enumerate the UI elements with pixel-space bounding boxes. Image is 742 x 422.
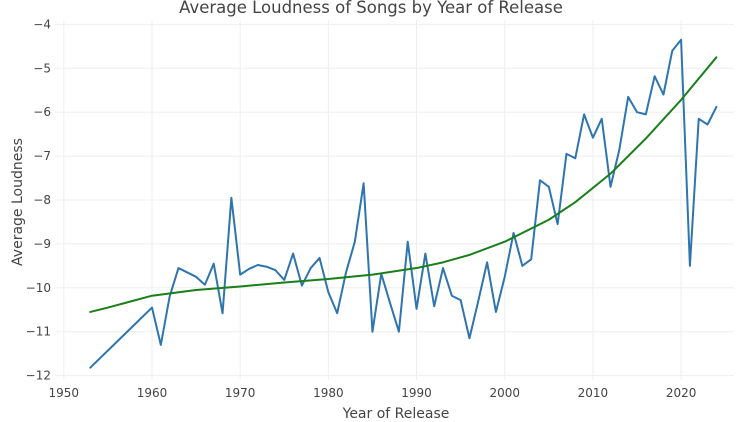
y-tick-label: −11 <box>26 325 51 339</box>
y-tick-label: −7 <box>33 149 51 163</box>
y-axis-title: Average Loudness <box>10 138 26 266</box>
x-tick-label: 1970 <box>225 386 256 400</box>
grid <box>55 20 734 380</box>
y-tick-label: −6 <box>33 105 51 119</box>
y-tick-label: −10 <box>26 281 51 295</box>
y-tick-label: −4 <box>33 17 51 31</box>
y-tick-label: −12 <box>26 369 51 383</box>
chart-title: Average Loudness of Songs by Year of Rel… <box>179 0 563 17</box>
x-tick-label: 1950 <box>49 386 80 400</box>
x-axis-title: Year of Release <box>342 406 450 422</box>
x-tick-label: 2020 <box>666 386 697 400</box>
x-tick-label: 1960 <box>137 386 168 400</box>
plot-area <box>89 38 718 369</box>
y-tick-label: −5 <box>33 61 51 75</box>
average-loudness-line <box>89 38 718 369</box>
y-tick-label: −8 <box>33 193 51 207</box>
y-tick-label: −9 <box>33 237 51 251</box>
x-tick-label: 1990 <box>401 386 432 400</box>
axis-ticks: 1950 1960 1970 1980 1990 2000 2010 2020 −12 −11 −1… <box>26 17 697 400</box>
x-tick-label: 1980 <box>313 386 344 400</box>
trend-line <box>89 56 718 313</box>
x-tick-label: 2010 <box>578 386 609 400</box>
x-tick-label: 2000 <box>489 386 520 400</box>
